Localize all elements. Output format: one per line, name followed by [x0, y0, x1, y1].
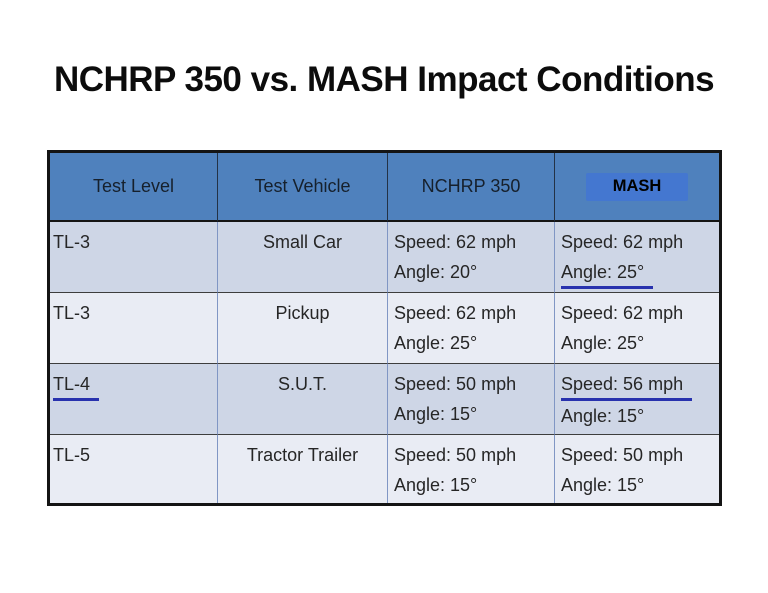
table-row-3-test-level: TL-4 — [50, 364, 218, 435]
table-row-2-test-vehicle: Pickup — [218, 293, 388, 364]
table-row-4-test-vehicle: Tractor Trailer — [218, 435, 388, 503]
header-test-level: Test Level — [50, 153, 218, 222]
nchrp-speed: Speed: 62 mph — [394, 232, 517, 252]
header-mash: MASH — [555, 153, 719, 222]
table-row-1-mash-conditions: Speed: 62 mph Angle: 25° — [555, 222, 719, 293]
header-test-level-label: Test Level — [92, 176, 175, 196]
table-row-4-nchrp-conditions: Speed: 50 mph Angle: 15° — [388, 435, 555, 503]
test-level-value: TL-5 — [53, 445, 91, 465]
table-row-4-mash-conditions: Speed: 50 mph Angle: 15° — [555, 435, 719, 503]
table-row-3-nchrp-conditions: Speed: 50 mph Angle: 15° — [388, 364, 555, 435]
impact-conditions-table: Test Level Test Vehicle NCHRP 350 MASH T… — [47, 150, 722, 506]
mash-angle: Angle: 25° — [561, 259, 654, 289]
table-row-3-test-vehicle: S.U.T. — [218, 364, 388, 435]
header-test-vehicle-label: Test Vehicle — [254, 176, 351, 196]
test-vehicle-value: Small Car — [262, 232, 342, 252]
mash-angle: Angle: 15° — [561, 475, 645, 495]
test-vehicle-value: Tractor Trailer — [246, 445, 359, 465]
header-nchrp-350-label: NCHRP 350 — [421, 176, 521, 196]
mash-speed: Speed: 56 mph — [561, 371, 693, 401]
table-row-1-nchrp-conditions: Speed: 62 mph Angle: 20° — [388, 222, 555, 293]
table-row-2-nchrp-conditions: Speed: 62 mph Angle: 25° — [388, 293, 555, 364]
table-row-2-test-level: TL-3 — [50, 293, 218, 364]
mash-speed: Speed: 62 mph — [561, 232, 684, 252]
test-vehicle-value: Pickup — [275, 303, 330, 323]
header-test-vehicle: Test Vehicle — [218, 153, 388, 222]
nchrp-angle: Angle: 15° — [394, 475, 478, 495]
table-row-3-mash-conditions: Speed: 56 mph Angle: 15° — [555, 364, 719, 435]
nchrp-speed: Speed: 50 mph — [394, 374, 517, 394]
header-nchrp-350: NCHRP 350 — [388, 153, 555, 222]
page-title: NCHRP 350 vs. MASH Impact Conditions — [53, 60, 715, 99]
test-level-value: TL-3 — [53, 232, 91, 252]
mash-speed: Speed: 50 mph — [561, 445, 684, 465]
nchrp-speed: Speed: 50 mph — [394, 445, 517, 465]
nchrp-angle: Angle: 25° — [394, 333, 478, 353]
test-level-value: TL-4 — [53, 371, 100, 401]
table-row-2-mash-conditions: Speed: 62 mph Angle: 25° — [555, 293, 719, 364]
table-row-1-test-level: TL-3 — [50, 222, 218, 293]
nchrp-speed: Speed: 62 mph — [394, 303, 517, 323]
mash-highlight-chip: MASH — [585, 172, 689, 201]
mash-speed: Speed: 62 mph — [561, 303, 684, 323]
test-level-value: TL-3 — [53, 303, 91, 323]
nchrp-angle: Angle: 15° — [394, 404, 478, 424]
table-row-1-test-vehicle: Small Car — [218, 222, 388, 293]
mash-angle: Angle: 25° — [561, 333, 645, 353]
table-row-4-test-level: TL-5 — [50, 435, 218, 503]
nchrp-angle: Angle: 20° — [394, 262, 478, 282]
mash-angle: Angle: 15° — [561, 406, 645, 426]
test-vehicle-value: S.U.T. — [277, 374, 327, 394]
